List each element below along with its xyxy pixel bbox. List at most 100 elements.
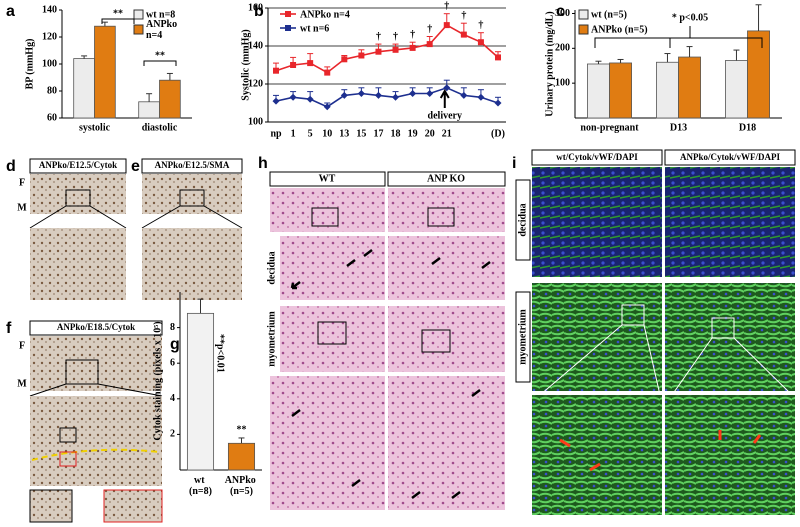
point [477,39,484,46]
zoom-box [427,207,455,227]
point [340,91,348,99]
micrograph [388,376,505,510]
y-tick-label: 2 [170,429,175,440]
bar [656,61,679,119]
x-tick-label: systolic [79,122,111,133]
panel-letter: b [254,3,264,20]
micrograph [103,489,163,523]
annotation: † [444,1,449,12]
point [273,67,279,74]
zoom-lines [29,383,163,397]
bar [587,63,610,119]
micrograph [30,336,162,391]
y-tick-label: 160 [248,2,263,13]
legend-label: ANPko n=4 [300,9,350,20]
zoom-box [65,189,91,207]
annotation: † [376,31,381,42]
micrograph [532,167,662,277]
zoom-box [179,189,205,207]
panel-letter: h [258,155,268,172]
micrograph [30,228,126,300]
legend-swatch [133,9,144,20]
column-title: wt/Cytok/vWF/DAPI [556,152,638,162]
bar [186,312,215,471]
panel-i: i wt/Cytok/vWF/DAPI ANPko/Cytok/vWF/DAPI… [512,149,796,515]
x-tick-label: ANPko (n=5) [225,475,259,497]
point [494,99,502,107]
bar [747,30,770,119]
point [306,95,314,103]
x-tick-label: D18 [739,122,756,133]
column-title: ANPko/Cytok/vWF/DAPI [680,152,780,162]
title-box [664,149,796,166]
column-title: ANP KO [427,173,465,184]
micrograph [30,174,126,214]
x-tick-label: wt (n=8) [189,475,212,497]
y-tick-label: 100 [248,116,263,127]
panel-letter: e [131,158,140,175]
legend-label: ANPko (n=5) [591,24,648,35]
panel-letter: f [6,320,12,337]
zoom-box [59,451,77,467]
x-tick-label: 13 [339,128,349,139]
y-tick-label: 140 [42,4,57,15]
point [409,90,417,97]
micrograph [665,283,795,391]
point [357,90,365,97]
x-tick-label: diastolic [142,122,178,133]
micrograph [280,306,385,372]
point [392,46,399,53]
x-tick-label: 20 [425,128,435,139]
zoom-box [311,207,339,227]
micrograph [280,236,385,300]
point [272,97,280,105]
zoom-box [421,329,451,353]
panel-letter: d [6,158,16,175]
row-label: decidua [266,251,277,284]
annotation: ** [155,50,165,61]
zoom-box [59,427,77,443]
point [358,52,365,59]
title-box [269,171,386,187]
x-tick-label: D13 [670,122,687,133]
side-label: F [19,340,25,351]
row-label: decidua [517,203,528,236]
point [323,103,331,111]
zoom-box [317,321,347,345]
legend-marker [285,11,291,17]
x-tick-label: 19 [408,128,418,139]
y-tick-label: 140 [248,40,263,51]
micrograph [665,167,795,277]
zoom-lines [539,324,793,396]
point [426,41,433,48]
y-axis-title: Cytok staining (pixels x 10⁵) [152,321,163,440]
legend-swatch [133,24,144,35]
title-box [531,149,663,166]
arrows [290,249,491,499]
x-tick-label: np [270,128,282,139]
point [460,91,468,99]
annotation: ** [237,424,247,435]
point [443,22,450,29]
side-label: M [17,378,27,389]
x-tick-label: non-pregnant [580,122,639,133]
y-axis-title: Systolic (mmHg) [240,29,251,100]
micrograph [270,188,385,232]
x-tick-label: 1 [291,128,296,139]
bar [138,101,160,119]
x-tick-label: 15 [356,128,366,139]
arrow [439,88,450,108]
panel-f: f ANPko/E18.5/Cytok F M [6,320,163,523]
panel-letter: g [170,336,180,353]
annotation: † [478,20,483,31]
annotation: † [427,24,432,35]
point [409,44,416,51]
bracket [143,60,177,66]
zoom-box [65,359,99,385]
micrograph [532,395,662,515]
y-axis-title: BP (mmHg) [24,39,35,90]
bar [73,58,95,119]
x-tick-label: 5 [308,128,313,139]
y-tick-label: 300 [555,8,570,19]
label-strip [270,236,280,300]
